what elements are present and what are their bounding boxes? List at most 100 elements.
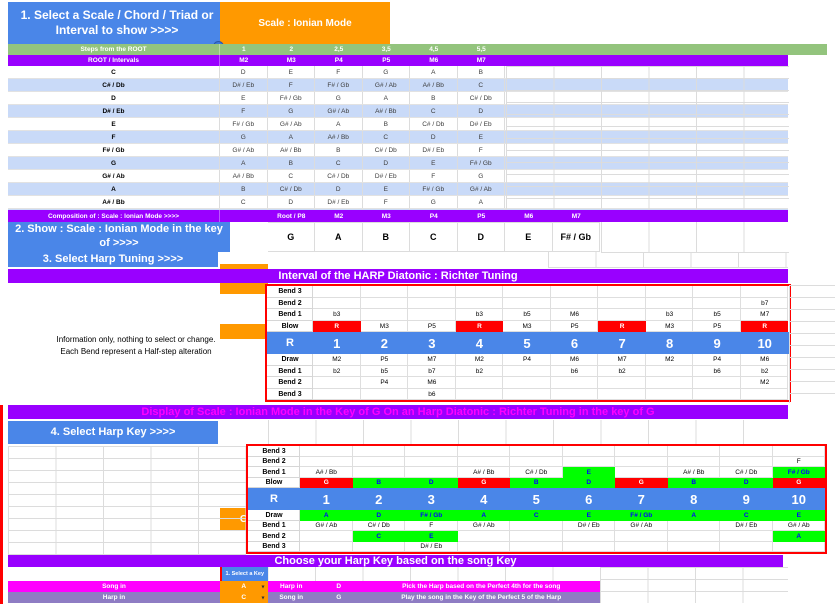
song-key-dropdown[interactable]: A ▾	[220, 581, 268, 592]
note-cell: A	[268, 131, 315, 143]
gridlines	[505, 66, 789, 210]
harp-row: Bend 1 b2 b5 b7 b2 b6 b2 b6 b2	[267, 365, 789, 377]
steps-values: 1 2 2,5 3,5 4,5 5,5	[220, 44, 505, 55]
note-root-label: A	[8, 183, 220, 195]
scale-dropdown[interactable]: Scale : Ionian Mode	[220, 2, 390, 44]
harp-cell	[645, 297, 694, 309]
interval-header: M6	[429, 57, 439, 64]
harp-row-label: Bend 2	[248, 531, 300, 542]
harp-cell: E	[405, 531, 458, 542]
harp-cell	[360, 286, 409, 298]
harp-cell	[693, 388, 741, 400]
harp-cell	[300, 541, 353, 552]
select-scale-title: 1. Select a Scale / Chord / Triad or Int…	[8, 2, 226, 44]
harp-cell	[300, 531, 353, 542]
harp-cell: P4	[693, 354, 741, 366]
harp-cell: C	[720, 510, 773, 521]
harp-row-label: Bend 2	[248, 456, 300, 467]
composition-header: M2	[334, 212, 344, 220]
harp-cell	[352, 467, 405, 478]
note-cell: F	[315, 66, 363, 78]
harp-row-label: R	[267, 332, 313, 354]
harp-cell	[455, 377, 504, 389]
composition-header: M6	[524, 212, 534, 220]
harp-cell: b2	[598, 365, 646, 377]
note-cell: D	[458, 105, 505, 117]
harp-cell: 10	[772, 488, 825, 510]
display-section-header: Display of Scale : Ionian Mode in the Ke…	[8, 405, 788, 419]
gridlines	[548, 252, 788, 268]
harp-cell	[645, 365, 694, 377]
harp-row: Bend 1 A# / Bb A# / Bb C# / Db E A# / Bb C# / …	[248, 467, 825, 478]
note-cell: F# / Gb	[315, 79, 363, 91]
harp-cell	[550, 388, 599, 400]
note-root-label: C	[8, 66, 220, 78]
note-cell: G# / Ab	[363, 79, 410, 91]
note-cell: C	[315, 157, 363, 169]
note-cell: D	[268, 196, 315, 208]
harp-cell	[360, 309, 409, 321]
harp-cell: 3	[408, 332, 456, 354]
harp-cell: M3	[503, 320, 551, 332]
harp-cell	[457, 531, 510, 542]
harp-cell: b7	[740, 297, 789, 309]
note-cell: C# / Db	[268, 183, 315, 195]
harp-cell: 4	[457, 488, 510, 510]
note-cell: B	[315, 144, 363, 156]
harp-cell	[408, 297, 456, 309]
harp-row-label: Draw	[267, 354, 313, 366]
choose-header-text: Choose your Harp Key based on the song K…	[274, 555, 517, 567]
harp-cell	[562, 446, 615, 457]
harp-cell	[772, 446, 825, 457]
harp-row: Bend 2 b7	[267, 297, 789, 309]
harp-cell	[503, 286, 551, 298]
note-cell: D	[220, 66, 268, 78]
harp-cell	[615, 467, 668, 478]
harp-cell: P4	[360, 377, 409, 389]
select-key-label-text: 1. Select a Key	[225, 570, 265, 577]
harp-cell	[720, 531, 773, 542]
note-root-label: G	[8, 157, 220, 169]
harp-cell: M6	[550, 309, 599, 321]
note-cell: A# / Bb	[220, 170, 268, 182]
note-cell: D# / Eb	[363, 170, 410, 182]
harp-in-dropdown[interactable]: C ▾	[220, 592, 268, 603]
note-cell: A	[363, 92, 410, 104]
harp-cell: G# / Ab	[772, 520, 825, 531]
harp-cell: M7	[408, 354, 456, 366]
harp-cell	[455, 286, 504, 298]
harp-cell: b3	[455, 309, 504, 321]
harp-cell: R	[455, 320, 504, 332]
note-cell: E	[410, 157, 458, 169]
harp-cell: M6	[550, 354, 599, 366]
harp-row-label: Bend 1	[267, 309, 313, 321]
song-in-value: G	[336, 594, 342, 601]
harp-row: R 1 2 3 4 5 6 7 8 9 10	[267, 332, 789, 354]
harp-cell	[455, 388, 504, 400]
harp-cell: F	[405, 520, 458, 531]
harp-cell	[503, 377, 551, 389]
harp-cell: F# / Gb	[772, 467, 825, 478]
harp-cell: B	[510, 477, 563, 488]
note-cell: G# / Ab	[220, 144, 268, 156]
harp-cell: 2	[360, 332, 409, 354]
harp-cell: D# / Eb	[562, 520, 615, 531]
scale-notes-row: G A B C D E F# / Gb	[267, 222, 600, 252]
harp-cell	[503, 365, 551, 377]
harp-cell: M2	[645, 354, 694, 366]
harp-cell	[720, 446, 773, 457]
note-cell: E	[268, 66, 315, 78]
note-cell: C	[410, 105, 458, 117]
song-in-label: Song in	[102, 583, 126, 590]
harp-row-label: Bend 1	[267, 365, 313, 377]
note-cell: C# / Db	[315, 170, 363, 182]
show-scale-title: 2. Show : Scale : Ionian Mode in the key…	[8, 222, 230, 252]
interval-header: P4	[334, 57, 343, 64]
note-root-label: D# / Eb	[8, 105, 220, 117]
harp-cell: 5	[510, 488, 563, 510]
note-root-label: A# / Bb	[8, 196, 220, 208]
harp-cell: 7	[615, 488, 668, 510]
steps-value: 3,5	[381, 46, 391, 53]
choose-section-header: Choose your Harp Key based on the song K…	[8, 555, 783, 567]
steps-value: 5,5	[476, 46, 486, 53]
